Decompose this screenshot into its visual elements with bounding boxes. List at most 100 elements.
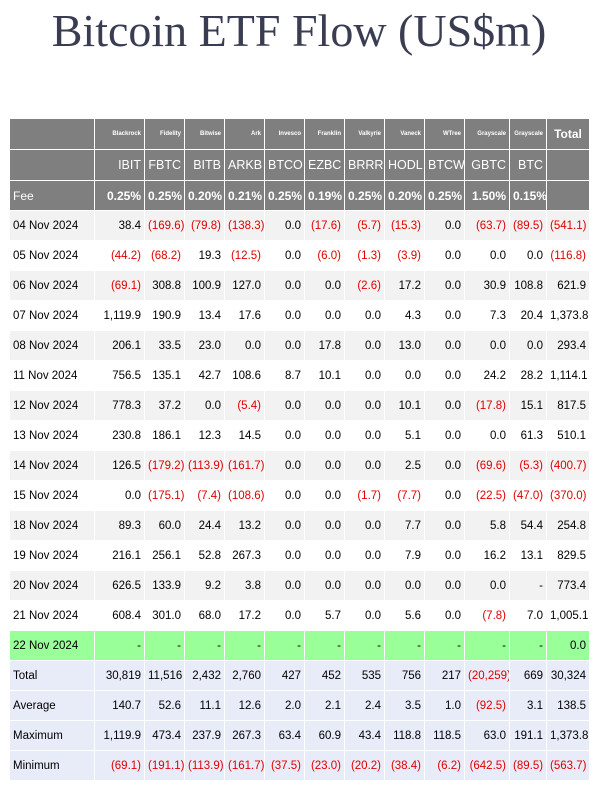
table-row: 12 Nov 2024 778.3 37.2 0.0 (5.4) 0.0 0.0 0.0 10.… <box>9 390 590 421</box>
flow-cell: (175.1) <box>144 480 185 511</box>
flow-cell: 0.0 <box>424 300 465 331</box>
flow-cell: 0.0 <box>304 540 345 571</box>
issuer-header: Grayscale <box>464 118 510 150</box>
flow-cell: (6.0) <box>304 240 345 271</box>
flow-cell: 108.6 <box>224 360 265 391</box>
flow-cell: 61.3 <box>509 420 547 451</box>
stat-cell: 2.0 <box>264 690 305 721</box>
flow-cell: (179.2) <box>144 450 185 481</box>
flow-cell: 0.0 <box>344 420 385 451</box>
date-cell: 06 Nov 2024 <box>9 270 95 301</box>
date-cell: 07 Nov 2024 <box>9 300 95 331</box>
stat-cell: 427 <box>264 660 305 691</box>
flow-cell: (108.6) <box>224 480 265 511</box>
flow-cell: (161.7) <box>224 450 265 481</box>
stat-label: Average <box>9 690 95 721</box>
flow-cell: (69.1) <box>94 270 145 301</box>
date-cell: 14 Nov 2024 <box>9 450 95 481</box>
flow-cell: 626.5 <box>94 570 145 601</box>
fee-cell: 0.20% <box>384 180 425 211</box>
flow-cell: 0.0 <box>344 570 385 601</box>
flow-cell: (44.2) <box>94 240 145 271</box>
flow-cell: 10.1 <box>384 390 425 421</box>
table-row: 22 Nov 2024- - - - - - - - - - -0.0 <box>9 630 590 661</box>
fee-cell: 1.50% <box>464 180 510 211</box>
flow-cell: 9.2 <box>184 570 225 601</box>
date-cell: 11 Nov 2024 <box>9 360 95 391</box>
row-total-cell: 0.0 <box>546 630 590 661</box>
flow-cell: 3.8 <box>224 570 265 601</box>
date-cell: 12 Nov 2024 <box>9 390 95 421</box>
flow-cell: 0.0 <box>424 270 465 301</box>
ticker-header: BTCW <box>424 149 465 181</box>
flow-cell: (1.7) <box>344 480 385 511</box>
row-total-cell: 817.5 <box>546 390 590 421</box>
flow-cell: 0.0 <box>264 420 305 451</box>
stat-cell: 1,119.9 <box>94 720 145 751</box>
stat-cell: 473.4 <box>144 720 185 751</box>
date-cell: 04 Nov 2024 <box>9 210 95 241</box>
row-total-cell: 1,373.8 <box>546 300 590 331</box>
flow-cell: - <box>304 630 345 661</box>
stat-cell: 452 <box>304 660 345 691</box>
flow-cell: 68.0 <box>184 600 225 631</box>
flow-cell: 0.0 <box>264 480 305 511</box>
flow-cell: 7.0 <box>509 600 547 631</box>
flow-cell: 17.8 <box>304 330 345 361</box>
flow-cell: 0.0 <box>424 450 465 481</box>
date-cell: 18 Nov 2024 <box>9 510 95 541</box>
flow-cell: (138.3) <box>224 210 265 241</box>
flow-cell: - <box>94 630 145 661</box>
flow-cell: 24.4 <box>184 510 225 541</box>
flow-cell: (12.5) <box>224 240 265 271</box>
stat-cell: 11.1 <box>184 690 225 721</box>
flow-cell: (5.4) <box>224 390 265 421</box>
flow-cell: (89.5) <box>509 210 547 241</box>
stat-row: Maximum 1,119.9 473.4 237.9 267.3 63.4 60.9 43.… <box>9 720 590 751</box>
flow-cell: 13.1 <box>509 540 547 571</box>
flow-cell: 0.0 <box>184 390 225 421</box>
issuer-header: Vaneck <box>384 118 425 150</box>
flow-cell: 0.0 <box>344 540 385 571</box>
stat-cell: 12.6 <box>224 690 265 721</box>
ticker-header: BTC <box>509 149 547 181</box>
flow-cell: 126.5 <box>94 450 145 481</box>
stat-cell: 1.0 <box>424 690 465 721</box>
flow-cell: 0.0 <box>264 330 305 361</box>
row-total-cell: 621.9 <box>546 270 590 301</box>
flow-cell: 42.7 <box>184 360 225 391</box>
flow-cell: - <box>464 630 510 661</box>
stat-cell: 237.9 <box>184 720 225 751</box>
flow-cell: 0.0 <box>464 240 510 271</box>
flow-cell: - <box>184 630 225 661</box>
flow-cell: (2.6) <box>344 270 385 301</box>
ticker-header: BTCO <box>264 149 305 181</box>
issuer-header: WTree <box>424 118 465 150</box>
flow-cell: 52.8 <box>184 540 225 571</box>
stat-cell: 191.1 <box>509 720 547 751</box>
flow-cell: 0.0 <box>304 480 345 511</box>
flow-cell: 0.0 <box>264 540 305 571</box>
flow-cell: 2.5 <box>384 450 425 481</box>
stat-cell: 118.5 <box>424 720 465 751</box>
table-row: 06 Nov 2024 (69.1) 308.8 100.9 127.0 0.0 0.0 (2… <box>9 270 590 301</box>
flow-cell: 1,119.9 <box>94 300 145 331</box>
row-total-cell: (116.8) <box>546 240 590 271</box>
flow-cell: (7.8) <box>464 600 510 631</box>
flow-cell: 0.0 <box>304 270 345 301</box>
flow-cell: 0.0 <box>509 330 547 361</box>
stat-cell: (6.2) <box>424 750 465 781</box>
flow-cell: 0.0 <box>344 360 385 391</box>
flow-cell: 135.1 <box>144 360 185 391</box>
flow-cell: - <box>224 630 265 661</box>
row-total-cell: 1,005.1 <box>546 600 590 631</box>
flow-cell: (17.6) <box>304 210 345 241</box>
flow-cell: 16.2 <box>464 540 510 571</box>
stat-cell: (23.0) <box>304 750 345 781</box>
flow-cell: 0.0 <box>264 510 305 541</box>
flow-cell: (1.3) <box>344 240 385 271</box>
flow-cell: 0.0 <box>424 480 465 511</box>
flow-cell: 0.0 <box>424 600 465 631</box>
stat-cell: 2,760 <box>224 660 265 691</box>
flow-cell: 0.0 <box>464 570 510 601</box>
